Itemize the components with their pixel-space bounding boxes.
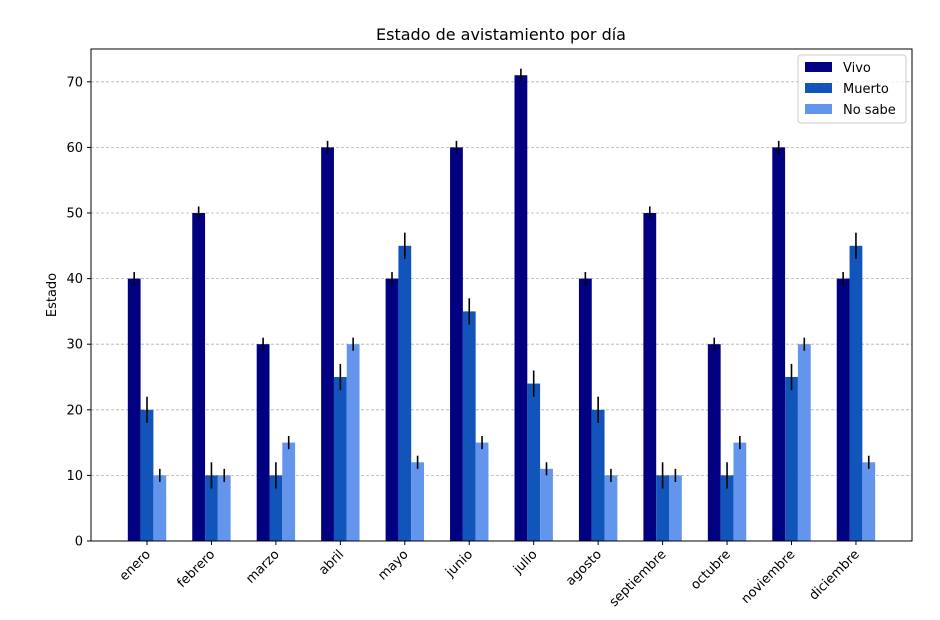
bars (127, 75, 876, 542)
bar-no-sabe (475, 442, 489, 541)
bar-muerto (849, 245, 863, 542)
x-tick-label: agosto (563, 547, 605, 589)
bar-vivo (772, 147, 786, 541)
x-axis: enero febrero marzo abril mayo junio julio agos… (117, 541, 863, 610)
x-tick-label: mayo (375, 547, 411, 583)
error-bars (133, 68, 870, 489)
bar-vivo (256, 344, 270, 541)
bar-muerto (140, 409, 154, 541)
bar-vivo (836, 278, 850, 541)
x-tick-label: enero (117, 547, 154, 584)
y-tick-label: 70 (66, 75, 83, 90)
x-tick-label: diciembre (806, 547, 862, 603)
x-tick-label: marzo (243, 547, 282, 586)
bar-no-sabe (604, 475, 618, 541)
bar-no-sabe (733, 442, 747, 541)
y-tick-label: 40 (66, 272, 83, 287)
y-tick-label: 20 (66, 403, 83, 418)
bar-muerto (333, 377, 347, 541)
bar-muerto (785, 377, 798, 541)
y-tick-label: 30 (66, 338, 83, 353)
bar-no-sabe (797, 344, 811, 541)
legend-entry: No sabe (843, 103, 896, 118)
y-tick-label: 50 (66, 207, 83, 222)
bar-vivo (514, 75, 528, 542)
bar-vivo (450, 147, 463, 541)
bar-vivo (643, 213, 657, 541)
chart-title: Estado de avistamiento por día (376, 25, 626, 44)
bar-no-sabe (862, 462, 876, 541)
legend-entry: Muerto (843, 82, 889, 97)
bar-no-sabe (411, 462, 424, 541)
bar-muerto (591, 409, 605, 541)
bar-vivo (321, 147, 334, 541)
x-tick-label: noviembre (739, 547, 799, 607)
bar-no-sabe (153, 475, 167, 541)
bar-muerto (398, 245, 412, 542)
bar-vivo (192, 213, 206, 541)
bar-vivo (127, 278, 141, 541)
x-tick-label: junio (442, 547, 476, 581)
bar-no-sabe (346, 344, 360, 541)
y-tick-label: 0 (75, 535, 83, 550)
x-tick-label: octubre (688, 547, 734, 593)
bar-muerto (527, 383, 541, 541)
y-tick-label: 10 (66, 469, 83, 484)
bar-muerto (462, 311, 476, 541)
bar-muerto (205, 475, 218, 541)
x-tick-label: julio (510, 547, 540, 577)
bar-no-sabe (540, 468, 553, 541)
y-axis-label: Estado (45, 273, 60, 317)
legend-entry: Vivo (843, 61, 871, 76)
x-tick-label: septiembre (607, 547, 670, 610)
plot-frame (90, 48, 913, 542)
legend-swatch (805, 62, 832, 72)
bar-muerto (720, 475, 734, 541)
y-tick-label: 60 (66, 141, 83, 156)
bar-vivo (578, 278, 592, 541)
legend-swatch (805, 83, 832, 93)
bar-muerto (656, 475, 669, 541)
grid-lines (91, 81, 912, 476)
x-tick-label: febrero (175, 547, 219, 591)
legend: Vivo Muerto No sabe (797, 54, 907, 124)
bar-muerto (269, 475, 283, 541)
legend-swatch (805, 104, 832, 114)
bar-no-sabe (217, 475, 231, 541)
bar-no-sabe (669, 475, 682, 541)
bar-vivo (385, 278, 399, 541)
x-tick-label: abril (316, 547, 347, 578)
bar-vivo (707, 344, 721, 541)
bar-no-sabe (282, 442, 296, 541)
y-axis: 0 10 20 30 40 50 60 70 (66, 75, 91, 550)
